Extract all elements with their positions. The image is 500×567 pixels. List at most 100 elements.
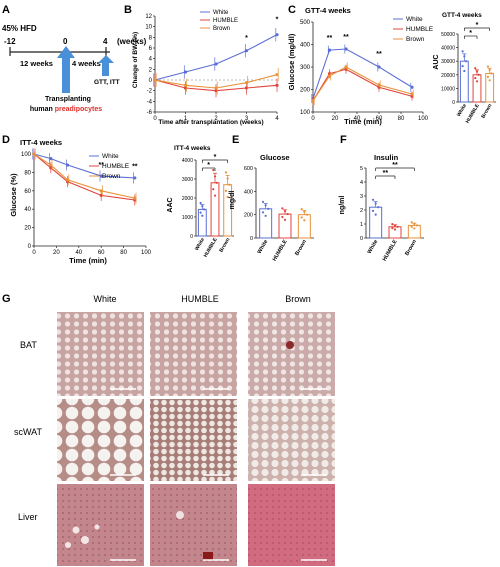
histology-vessel	[203, 552, 213, 560]
series-line-white	[312, 48, 413, 99]
category-label: HUMBLE	[272, 239, 289, 263]
x-tick-label: 100	[141, 250, 152, 256]
legend-brown-label: Brown	[406, 36, 425, 43]
panel-a-test-arrow-head	[98, 55, 114, 63]
x-tick-label: 0	[32, 250, 36, 256]
panel-g-col-humble: HUMBLE	[181, 294, 219, 304]
replicate-point	[371, 198, 375, 201]
category-label: White	[367, 239, 380, 255]
data-point	[327, 48, 332, 52]
replicate-point	[475, 70, 479, 73]
y-tick-label: 20000	[441, 73, 455, 79]
data-point	[183, 70, 188, 74]
replicate-point	[201, 214, 204, 217]
x-tick-label: 40	[354, 116, 361, 122]
y-tick-label: 60	[24, 189, 31, 195]
y-tick-label: 5	[360, 166, 363, 172]
bar-white	[259, 208, 273, 239]
data-point	[344, 67, 348, 71]
panel-d-title: ITT-4 weeks	[20, 138, 62, 147]
panel-c-xlabel: Time (min)	[344, 117, 382, 126]
significance-marker: *	[476, 22, 479, 29]
x-tick-label: 60	[376, 116, 383, 122]
y-tick-label: 50000	[441, 32, 455, 38]
y-tick-label: 200	[244, 213, 253, 219]
replicate-point	[413, 222, 416, 225]
data-point	[183, 86, 188, 90]
x-tick-label: 80	[120, 250, 127, 256]
series-line-brown	[312, 66, 413, 102]
y-tick-label: 0	[28, 244, 32, 250]
panel-a-letter: A	[2, 4, 10, 16]
replicate-point	[226, 195, 229, 199]
y-tick-label: 40	[24, 207, 31, 213]
replicate-point	[286, 212, 289, 216]
histology-scwat-humble	[150, 399, 237, 481]
x-tick-label: 2	[214, 116, 218, 122]
data-point	[214, 86, 218, 90]
replicate-point	[464, 60, 468, 63]
replicate-point	[283, 218, 287, 221]
panel-b-xlabel: Time after transplantation (weeks)	[158, 119, 263, 126]
x-tick-label: 40	[75, 250, 82, 256]
data-point	[244, 86, 249, 90]
data-point	[311, 99, 315, 103]
panel-e-letter: E	[232, 134, 239, 146]
legend-brown-label: Brown	[213, 26, 230, 32]
replicate-point	[213, 194, 217, 197]
panel-a-transplant-arrow-head	[57, 46, 75, 58]
data-point	[410, 92, 414, 96]
category-label: White	[194, 237, 206, 252]
data-point	[275, 83, 279, 87]
y-tick-label: 0	[190, 234, 193, 240]
data-point	[49, 166, 53, 170]
histology-lipid-droplet	[81, 536, 89, 544]
histology-bat-brown	[248, 312, 335, 396]
replicate-point	[281, 207, 284, 210]
significance-marker: **	[392, 162, 398, 169]
y-tick-label: 4	[149, 57, 153, 63]
replicate-point	[374, 202, 377, 205]
histology-vein	[176, 511, 184, 519]
panel-g-row-liver: Liver	[18, 512, 38, 522]
y-tick-label: 10	[145, 25, 152, 31]
panel-a-test-label: GTT, ITT	[94, 79, 120, 86]
y-tick-label: 100	[300, 110, 311, 116]
panel-a-preadipocytes-word: preadipocytes	[55, 106, 103, 113]
replicate-point	[264, 214, 267, 217]
legend-humble-label: HUMBLE	[213, 18, 238, 24]
data-point	[275, 33, 279, 37]
data-point	[133, 196, 137, 200]
x-tick-label: 100	[418, 116, 429, 122]
replicate-point	[486, 75, 490, 78]
replicate-point	[261, 200, 265, 203]
panel-a-unit: (weeks)	[117, 37, 147, 46]
x-tick-label: 0	[153, 116, 157, 122]
panel-d-inset-title: ITT-4 weeks	[174, 145, 211, 152]
replicate-point	[413, 227, 416, 230]
y-tick-label: 20	[24, 226, 31, 232]
replicate-point	[281, 215, 284, 219]
histology-lipid-droplet	[94, 524, 100, 530]
y-tick-label: 100	[21, 152, 32, 158]
y-tick-label: 30000	[441, 59, 455, 65]
data-point	[377, 83, 381, 87]
y-tick-label: 80	[24, 170, 31, 176]
significance-marker: *	[214, 154, 217, 161]
panel-f-ylabel: ng/ml	[339, 196, 346, 215]
category-label: Brown	[294, 238, 308, 256]
y-tick-label: 4000	[182, 158, 193, 164]
series-line-white	[154, 34, 278, 81]
panel-c-inset-ylabel: AUC	[433, 54, 440, 69]
significance-marker: **	[132, 164, 138, 171]
replicate-point	[393, 224, 397, 227]
bar-humble	[278, 213, 292, 239]
y-tick-label: 10000	[441, 86, 455, 92]
data-point	[344, 47, 348, 51]
panel-a: A 45% HFD -12 0 4 (weeks) 12 weeks 4 wee…	[2, 4, 147, 113]
replicate-point	[228, 183, 231, 186]
histology-liver-brown	[248, 484, 335, 566]
histology-liver-white	[57, 484, 144, 566]
replicate-point	[202, 208, 206, 211]
